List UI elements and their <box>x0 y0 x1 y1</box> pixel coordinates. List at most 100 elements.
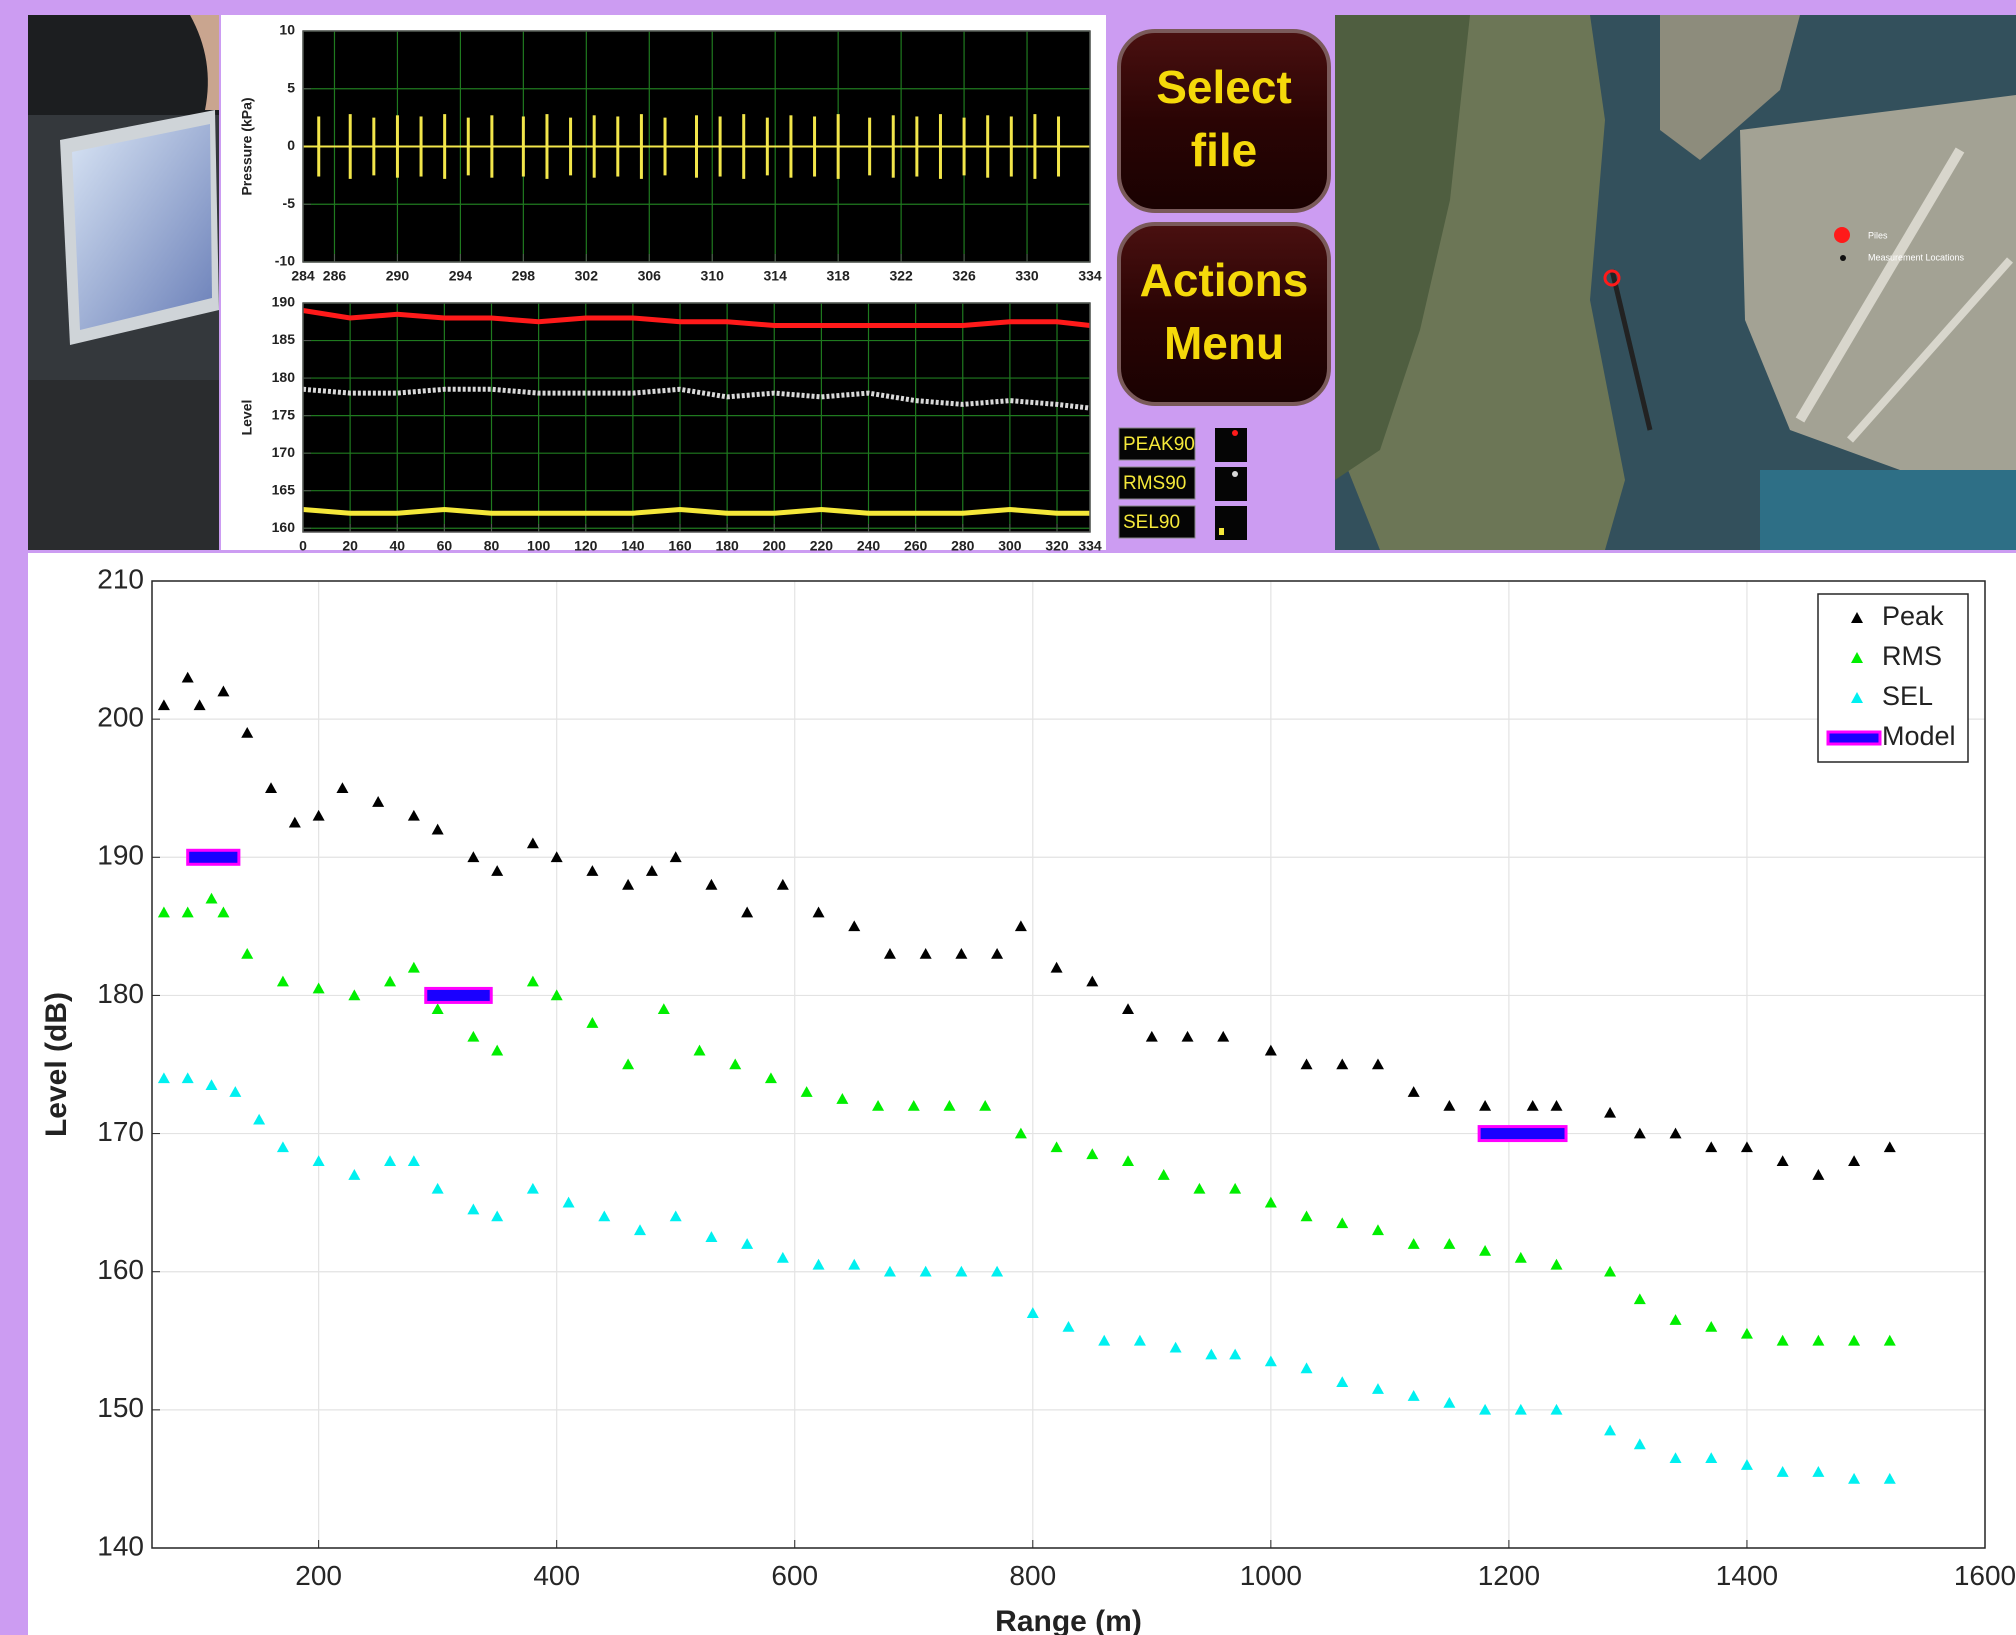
x-tick-label: 600 <box>771 1560 818 1591</box>
x-tick-label: 326 <box>952 267 976 283</box>
photo-dark <box>28 15 219 115</box>
model-segment <box>188 850 239 864</box>
y-tick-label: 175 <box>272 406 296 422</box>
y-tick-label: 170 <box>272 444 296 460</box>
y-tick-label: 180 <box>97 978 144 1009</box>
actions-menu-button[interactable]: Actions Menu <box>1119 224 1329 404</box>
y-tick-label: 150 <box>97 1392 144 1423</box>
plot-area <box>152 581 1985 1548</box>
x-tick-label: 314 <box>764 267 788 283</box>
level-line <box>303 510 1090 514</box>
model-segment <box>426 988 491 1002</box>
indicator-swatch <box>1215 467 1247 501</box>
x-tick-label: 100 <box>527 537 551 553</box>
x-tick-label: 1400 <box>1716 1560 1778 1591</box>
legend-label: Peak <box>1882 601 1944 631</box>
y-tick-label: 165 <box>272 481 296 497</box>
y-axis-label: Level <box>239 400 255 436</box>
map-legend-text: Measurement Locations <box>1868 252 1965 262</box>
location-marker <box>1840 255 1846 261</box>
x-tick-label: 318 <box>826 267 850 283</box>
indicator-label: RMS90 <box>1123 473 1186 494</box>
screen: Select file Actions Menu PEAK90 RMS90 SE… <box>0 0 2016 1635</box>
indicators: PEAK90 RMS90 SEL90 <box>1119 428 1247 540</box>
y-tick-label: -10 <box>275 253 295 269</box>
y-tick-label: 185 <box>272 331 296 347</box>
legend-marker <box>1828 732 1880 744</box>
x-tick-label: 0 <box>299 537 307 553</box>
x-tick-label: 80 <box>484 537 500 553</box>
y-tick-label: 190 <box>97 840 144 871</box>
y-tick-label: -5 <box>283 195 296 211</box>
x-tick-label: 260 <box>904 537 928 553</box>
x-axis-label: Range (m) <box>995 1605 1142 1635</box>
y-tick-label: 160 <box>97 1254 144 1285</box>
x-tick-label: 294 <box>449 267 473 283</box>
x-tick-label: 220 <box>810 537 834 553</box>
x-tick-label: 290 <box>386 267 410 283</box>
indicator-label: SEL90 <box>1123 512 1180 533</box>
x-tick-label: 180 <box>715 537 739 553</box>
indicator-dot <box>1232 430 1238 436</box>
x-tick-label: 320 <box>1045 537 1069 553</box>
x-tick-label: 280 <box>951 537 975 553</box>
y-tick-label: 0 <box>287 137 295 153</box>
y-tick-label: 210 <box>97 563 144 594</box>
y-tick-label: 200 <box>97 702 144 733</box>
x-tick-label: 286 <box>323 267 347 283</box>
x-tick-label: 400 <box>533 1560 580 1591</box>
x-tick-label: 334 <box>1078 537 1102 553</box>
y-tick-label: 10 <box>279 22 295 38</box>
page: { "ui": {"buttons": [["Select", "file"],… <box>0 0 2016 1635</box>
y-tick-label: 5 <box>287 79 295 95</box>
x-tick-label: 1600 <box>1954 1560 2016 1591</box>
button-body[interactable] <box>1119 31 1329 211</box>
indicator-label: PEAK90 <box>1123 434 1195 455</box>
y-tick-label: 140 <box>97 1530 144 1561</box>
x-tick-label: 160 <box>668 537 692 553</box>
x-tick-label: 40 <box>389 537 405 553</box>
shore <box>1760 470 2016 550</box>
legend-label: SEL <box>1882 681 1933 711</box>
photo-floor <box>28 380 219 550</box>
x-tick-label: 140 <box>621 537 645 553</box>
button-body[interactable] <box>1119 224 1329 404</box>
indicator-dot <box>1219 528 1224 535</box>
y-axis-label: Level (dB) <box>40 992 73 1137</box>
x-tick-label: 310 <box>701 267 725 283</box>
x-tick-label: 200 <box>295 1560 342 1591</box>
button-text[interactable]: Menu <box>1164 317 1284 369</box>
x-tick-label: 60 <box>437 537 453 553</box>
map-legend-text: Piles <box>1868 230 1888 240</box>
x-tick-label: 306 <box>638 267 662 283</box>
indicator-swatch <box>1215 428 1247 462</box>
y-tick-label: 190 <box>272 294 296 310</box>
x-tick-label: 20 <box>342 537 358 553</box>
plot-area <box>303 303 1090 532</box>
x-tick-label: 800 <box>1009 1560 1056 1591</box>
x-tick-label: 120 <box>574 537 598 553</box>
x-tick-label: 200 <box>763 537 787 553</box>
legend-label: RMS <box>1882 641 1942 671</box>
x-tick-label: 330 <box>1015 267 1039 283</box>
y-tick-label: 170 <box>97 1116 144 1147</box>
y-tick-label: 160 <box>272 519 296 535</box>
x-tick-label: 300 <box>998 537 1022 553</box>
select-file-button[interactable]: Select file <box>1119 31 1329 211</box>
button-text[interactable]: file <box>1191 124 1257 176</box>
photo <box>28 15 219 550</box>
x-tick-label: 302 <box>575 267 599 283</box>
x-tick-label: 298 <box>512 267 536 283</box>
indicator-dot <box>1232 471 1238 477</box>
x-tick-label: 1200 <box>1478 1560 1540 1591</box>
button-text[interactable]: Select <box>1156 61 1292 113</box>
map: Piles Measurement Locations <box>1335 15 2016 550</box>
x-tick-label: 322 <box>889 267 913 283</box>
model-segment <box>1479 1127 1566 1141</box>
x-tick-label: 240 <box>857 537 881 553</box>
x-tick-label: 1000 <box>1240 1560 1302 1591</box>
x-tick-label: 284 <box>291 267 315 283</box>
x-tick-label: 334 <box>1078 267 1102 283</box>
pile-marker <box>1834 227 1850 243</box>
button-text[interactable]: Actions <box>1140 254 1309 306</box>
